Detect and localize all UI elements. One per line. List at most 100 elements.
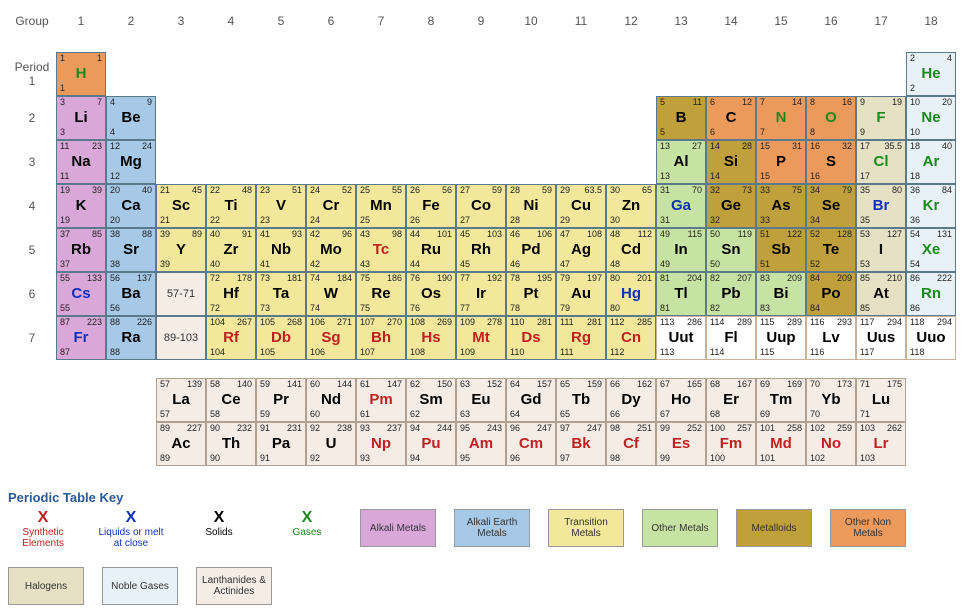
element-cell-As[interactable]: 3375As33 (756, 184, 806, 228)
element-cell-Os[interactable]: 76190Os76 (406, 272, 456, 316)
element-cell-Te[interactable]: 52128Te52 (806, 228, 856, 272)
element-cell-Bi[interactable]: 83209Bi83 (756, 272, 806, 316)
element-cell-Br[interactable]: 3580Br35 (856, 184, 906, 228)
element-cell-Cr[interactable]: 2452Cr24 (306, 184, 356, 228)
element-cell-Hf[interactable]: 72178Hf72 (206, 272, 256, 316)
element-cell-Es[interactable]: 99252Es99 (656, 422, 706, 466)
element-cell-Tc[interactable]: 4398Tc43 (356, 228, 406, 272)
element-cell-Tl[interactable]: 81204Tl81 (656, 272, 706, 316)
element-cell-Fl[interactable]: 114289Fl114 (706, 316, 756, 360)
element-cell-Np[interactable]: 93237Np93 (356, 422, 406, 466)
element-cell-Mt[interactable]: 109278Mt109 (456, 316, 506, 360)
element-cell-Re[interactable]: 75186Re75 (356, 272, 406, 316)
element-cell-Ni[interactable]: 2859Ni28 (506, 184, 556, 228)
element-cell-Cn[interactable]: 112285Cn112 (606, 316, 656, 360)
element-cell-Pt[interactable]: 78195Pt78 (506, 272, 556, 316)
element-cell-Ga[interactable]: 3170Ga31 (656, 184, 706, 228)
lan-placeholder[interactable]: 57-71 (156, 272, 206, 316)
element-cell-Ca[interactable]: 2040Ca20 (106, 184, 156, 228)
element-cell-U[interactable]: 92238U92 (306, 422, 356, 466)
element-cell-Sn[interactable]: 50119Sn50 (706, 228, 756, 272)
element-cell-Uuo[interactable]: 118294Uuo118 (906, 316, 956, 360)
element-cell-Yb[interactable]: 70173Yb70 (806, 378, 856, 422)
element-cell-Pm[interactable]: 61147Pm61 (356, 378, 406, 422)
element-cell-Ce[interactable]: 58140Ce58 (206, 378, 256, 422)
element-cell-Xe[interactable]: 54131Xe54 (906, 228, 956, 272)
element-cell-Ra[interactable]: 88226Ra88 (106, 316, 156, 360)
element-cell-H[interactable]: 11H1 (56, 52, 106, 96)
element-cell-Cu[interactable]: 2963.5Cu29 (556, 184, 606, 228)
element-cell-At[interactable]: 85210At85 (856, 272, 906, 316)
element-cell-Uup[interactable]: 115289Uup115 (756, 316, 806, 360)
element-cell-Tb[interactable]: 65159Tb65 (556, 378, 606, 422)
element-cell-Lr[interactable]: 103262Lr103 (856, 422, 906, 466)
element-cell-B[interactable]: 511B5 (656, 96, 706, 140)
element-cell-La[interactable]: 57139La57 (156, 378, 206, 422)
element-cell-Tm[interactable]: 69169Tm69 (756, 378, 806, 422)
act-placeholder[interactable]: 89-103 (156, 316, 206, 360)
element-cell-Ba[interactable]: 56137Ba56 (106, 272, 156, 316)
element-cell-Zn[interactable]: 3065Zn30 (606, 184, 656, 228)
element-cell-Ds[interactable]: 110281Ds110 (506, 316, 556, 360)
element-cell-Sc[interactable]: 2145Sc21 (156, 184, 206, 228)
element-cell-Eu[interactable]: 63152Eu63 (456, 378, 506, 422)
element-cell-Y[interactable]: 3989Y39 (156, 228, 206, 272)
element-cell-Fr[interactable]: 87223Fr87 (56, 316, 106, 360)
element-cell-Ne[interactable]: 1020Ne10 (906, 96, 956, 140)
element-cell-Rb[interactable]: 3785Rb37 (56, 228, 106, 272)
element-cell-Co[interactable]: 2759Co27 (456, 184, 506, 228)
element-cell-S[interactable]: 1632S16 (806, 140, 856, 184)
element-cell-Pr[interactable]: 59141Pr59 (256, 378, 306, 422)
element-cell-Ge[interactable]: 3273Ge32 (706, 184, 756, 228)
element-cell-Pd[interactable]: 46106Pd46 (506, 228, 556, 272)
element-cell-I[interactable]: 53127I53 (856, 228, 906, 272)
element-cell-Fe[interactable]: 2656Fe26 (406, 184, 456, 228)
element-cell-Na[interactable]: 1123Na11 (56, 140, 106, 184)
element-cell-Po[interactable]: 84209Po84 (806, 272, 856, 316)
element-cell-Kr[interactable]: 3684Kr36 (906, 184, 956, 228)
element-cell-Ho[interactable]: 67165Ho67 (656, 378, 706, 422)
element-cell-Se[interactable]: 3479Se34 (806, 184, 856, 228)
element-cell-Dy[interactable]: 66162Dy66 (606, 378, 656, 422)
element-cell-Rn[interactable]: 86222Rn86 (906, 272, 956, 316)
element-cell-Uus[interactable]: 117294Uus117 (856, 316, 906, 360)
element-cell-No[interactable]: 102259No102 (806, 422, 856, 466)
element-cell-Ag[interactable]: 47108Ag47 (556, 228, 606, 272)
element-cell-N[interactable]: 714N7 (756, 96, 806, 140)
element-cell-Ru[interactable]: 44101Ru44 (406, 228, 456, 272)
element-cell-In[interactable]: 49115In49 (656, 228, 706, 272)
element-cell-Ti[interactable]: 2248Ti22 (206, 184, 256, 228)
element-cell-Rh[interactable]: 45103Rh45 (456, 228, 506, 272)
element-cell-Mg[interactable]: 1224Mg12 (106, 140, 156, 184)
element-cell-Zr[interactable]: 4091Zr40 (206, 228, 256, 272)
element-cell-Fm[interactable]: 100257Fm100 (706, 422, 756, 466)
element-cell-Cs[interactable]: 55133Cs55 (56, 272, 106, 316)
element-cell-Mn[interactable]: 2555Mn25 (356, 184, 406, 228)
element-cell-Nd[interactable]: 60144Nd60 (306, 378, 356, 422)
element-cell-He[interactable]: 24He2 (906, 52, 956, 96)
element-cell-Hg[interactable]: 80201Hg80 (606, 272, 656, 316)
element-cell-Db[interactable]: 105268Db105 (256, 316, 306, 360)
element-cell-Th[interactable]: 90232Th90 (206, 422, 256, 466)
element-cell-Nb[interactable]: 4193Nb41 (256, 228, 306, 272)
element-cell-Gd[interactable]: 64157Gd64 (506, 378, 556, 422)
element-cell-O[interactable]: 816O8 (806, 96, 856, 140)
element-cell-Si[interactable]: 1428Si14 (706, 140, 756, 184)
element-cell-Er[interactable]: 68167Er68 (706, 378, 756, 422)
element-cell-Lv[interactable]: 116293Lv116 (806, 316, 856, 360)
element-cell-Cd[interactable]: 48112Cd48 (606, 228, 656, 272)
element-cell-Cl[interactable]: 1735.5Cl17 (856, 140, 906, 184)
element-cell-Am[interactable]: 95243Am95 (456, 422, 506, 466)
element-cell-Sm[interactable]: 62150Sm62 (406, 378, 456, 422)
element-cell-Hs[interactable]: 108269Hs108 (406, 316, 456, 360)
element-cell-C[interactable]: 612C6 (706, 96, 756, 140)
element-cell-Lu[interactable]: 71175Lu71 (856, 378, 906, 422)
element-cell-Sr[interactable]: 3888Sr38 (106, 228, 156, 272)
element-cell-Pb[interactable]: 82207Pb82 (706, 272, 756, 316)
element-cell-Li[interactable]: 37Li3 (56, 96, 106, 140)
element-cell-W[interactable]: 74184W74 (306, 272, 356, 316)
element-cell-F[interactable]: 919F9 (856, 96, 906, 140)
element-cell-Ta[interactable]: 73181Ta73 (256, 272, 306, 316)
element-cell-Cm[interactable]: 96247Cm96 (506, 422, 556, 466)
element-cell-V[interactable]: 2351V23 (256, 184, 306, 228)
